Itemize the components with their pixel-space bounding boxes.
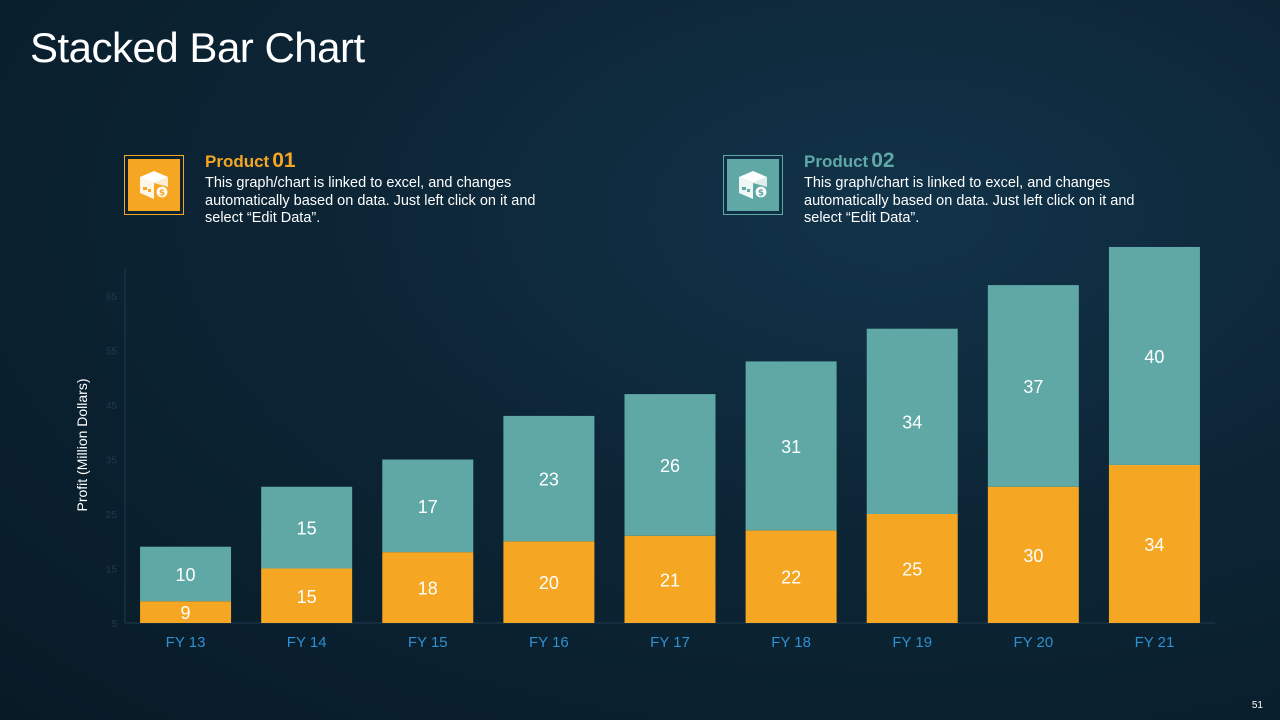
legend-number: 01 [272,149,296,172]
x-tick-label: FY 17 [650,634,690,651]
bar-segment [382,552,474,623]
y-tick-label: 35 [106,456,118,467]
y-tick-label: 45 [106,401,118,412]
data-label: 15 [297,519,317,539]
y-tick-label: 65 [106,292,118,303]
bar-segment [987,486,1079,623]
data-label: 37 [1023,377,1043,397]
data-label: 34 [1144,535,1164,555]
data-label: 15 [297,587,317,607]
data-label: 17 [418,497,438,517]
svg-text:$: $ [758,189,764,199]
svg-text:$: $ [159,189,165,199]
bar-segment [745,530,837,623]
data-label: 31 [781,437,801,457]
x-tick-label: FY 16 [529,634,569,651]
x-tick-label: FY 14 [287,634,327,651]
bar-segment [140,601,232,623]
box-money-icon: $ [128,159,180,211]
data-label: 26 [660,456,680,476]
x-tick-label: FY 18 [771,634,811,651]
legend-heading: Product 02 [804,148,1164,175]
legend-number: 02 [871,149,895,172]
slide-title: Stacked Bar Chart [30,24,365,71]
legend-heading: Product 01 [205,148,565,175]
x-tick-label: FY 19 [892,634,932,651]
bar-segment [261,486,353,569]
bar-segment [261,568,353,623]
data-label: 25 [902,560,922,580]
data-label: 23 [539,470,559,490]
page-number: 51 [1251,700,1263,711]
legend-icon-frame: $ [723,155,783,215]
legend-label: Product [205,152,270,171]
legend-description: This graph/chart is linked to excel, and… [205,175,536,226]
legend-icon-frame: $ [124,155,184,215]
bar-segment [1108,464,1200,623]
data-label: 22 [781,568,801,588]
bar-segment [745,361,837,531]
data-label: 18 [418,579,438,599]
x-tick-label: FY 15 [408,634,448,651]
bar-segment [866,514,958,623]
x-tick-label: FY 13 [166,634,206,651]
box-money-icon: $ [727,159,779,211]
bar-segment [503,541,595,623]
y-tick-label: 25 [106,510,118,521]
legend-description: This graph/chart is linked to excel, and… [804,175,1135,226]
bar-segment [140,546,232,602]
y-tick-label: 15 [106,565,118,576]
data-label: 30 [1023,546,1043,566]
bar-segment [382,459,474,553]
legend-label: Product [804,152,869,171]
data-label: 10 [176,565,196,585]
data-label: 21 [660,570,680,590]
bar-segment [1108,246,1200,465]
bar-segment [503,415,595,542]
bar-segment [624,535,716,623]
data-label: 9 [181,603,191,623]
y-tick-label: 55 [106,347,118,358]
bar-segment [987,285,1079,487]
x-tick-label: FY 21 [1135,634,1175,651]
data-label: 20 [539,573,559,593]
bar-segment [624,394,716,536]
y-tick-label: 5 [111,619,117,630]
bar-segment [866,328,958,514]
data-label: 40 [1144,347,1164,367]
data-label: 34 [902,412,922,432]
x-tick-label: FY 20 [1013,634,1053,651]
